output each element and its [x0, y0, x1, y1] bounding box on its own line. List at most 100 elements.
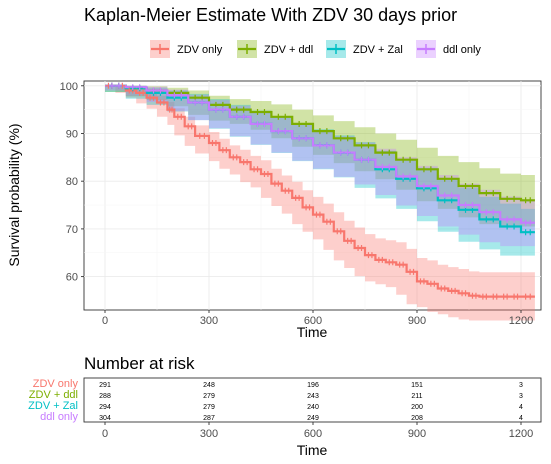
censor-mark: [150, 87, 157, 94]
confidence-band: [105, 85, 535, 256]
censor-mark: [199, 99, 206, 106]
censor-mark: [490, 209, 497, 216]
survival-curve: [105, 84, 535, 224]
censor-mark: [358, 244, 365, 251]
x-axis-title: Time: [297, 324, 328, 340]
risk-row-label: ddl only: [40, 411, 78, 423]
censor-mark: [504, 216, 511, 223]
censor-mark: [427, 166, 434, 173]
y-axis-title: Survival probability (%): [6, 123, 22, 266]
risk-count: 3: [519, 382, 523, 389]
censor-mark: [527, 219, 534, 226]
confidence-band: [105, 85, 535, 247]
censor-mark: [490, 190, 497, 197]
x-tick-label: 1200: [509, 315, 533, 327]
censor-mark: [261, 109, 268, 116]
censor-mark: [115, 82, 122, 89]
x-tick-label: 0: [102, 315, 108, 327]
censor-mark: [337, 149, 344, 156]
censor-mark: [358, 142, 365, 149]
censor-mark: [407, 173, 414, 180]
censor-mark: [296, 194, 303, 201]
risk-count: 4: [519, 415, 523, 422]
censor-mark: [323, 128, 330, 135]
legend-label: ZDV + ddl: [264, 44, 313, 56]
risk-x-tick-label: 900: [408, 428, 426, 440]
risk-count: 279: [203, 393, 215, 400]
censor-mark: [469, 182, 476, 189]
censor-mark: [400, 173, 407, 180]
censor-mark: [303, 135, 310, 142]
legend-label: ddl only: [443, 44, 481, 56]
censor-mark: [368, 252, 375, 259]
censor-mark: [420, 182, 427, 189]
y-tick-label: 100: [60, 81, 78, 93]
censor-mark: [527, 293, 534, 300]
x-axis: 0 300 600 900 1200: [102, 310, 533, 327]
risk-table: ZDV only 291 248 196 151 3 ZDV + ddl 288 279 243 2…: [28, 378, 523, 423]
censor-mark: [323, 142, 330, 149]
censor-mark: [240, 113, 247, 120]
censor-mark: [296, 120, 303, 127]
censor-mark: [511, 216, 518, 223]
censor-mark: [275, 180, 282, 187]
censor-mark: [504, 195, 511, 202]
risk-row-label: ZDV + Zal: [28, 400, 78, 412]
censor-mark: [275, 113, 282, 120]
survival-curve: [105, 84, 535, 202]
censor-mark: [254, 166, 261, 173]
censor-mark: [469, 202, 476, 209]
risk-x-tick-label: 300: [200, 428, 218, 440]
censor-mark: [212, 140, 219, 147]
censor-mark: [233, 154, 240, 161]
risk-x-axis-title: Time: [297, 442, 328, 458]
risk-count: 208: [411, 415, 423, 422]
censor-mark: [261, 120, 268, 127]
censor-mark: [244, 159, 251, 166]
censor-mark: [448, 192, 455, 199]
censor-mark: [400, 156, 407, 163]
risk-x-axis: 0 300 600 900 1200: [102, 422, 533, 440]
risk-count: 249: [307, 415, 319, 422]
chart-title: Kaplan-Meier Estimate With ZDV 30 days p…: [84, 5, 457, 25]
y-tick-label: 80: [66, 176, 78, 188]
censor-mark: [379, 256, 386, 263]
censor-mark: [171, 92, 178, 99]
censor-mark: [178, 92, 185, 99]
plot-panel: [83, 80, 542, 311]
censor-mark: [201, 132, 208, 139]
censor-mark: [157, 87, 164, 94]
censor-mark: [178, 113, 185, 120]
legend: ZDV only ZDV + ddl ZDV + Zal ddl only: [150, 40, 481, 58]
censor-mark: [285, 187, 292, 194]
censor-mark: [462, 290, 469, 297]
censor-mark: [365, 142, 372, 149]
censor-mark: [448, 175, 455, 182]
censor-mark: [379, 149, 386, 156]
censor-mark: [504, 223, 511, 230]
censor-mark: [452, 287, 459, 294]
censor-mark: [303, 120, 310, 127]
censor-mark: [254, 109, 261, 116]
censor-mark: [275, 128, 282, 135]
censor-mark: [407, 156, 414, 163]
risk-count: 151: [411, 382, 423, 389]
risk-x-tick-label: 600: [304, 428, 322, 440]
censor-mark: [420, 278, 427, 285]
risk-count: 294: [99, 404, 111, 411]
risk-count: 279: [203, 404, 215, 411]
censor-mark: [160, 99, 167, 106]
risk-count: 304: [99, 415, 111, 422]
censor-mark: [527, 197, 534, 204]
risk-x-tick-label: 0: [102, 428, 108, 440]
censor-mark: [344, 135, 351, 142]
confidence-band: [105, 85, 535, 227]
x-tick-label: 300: [200, 315, 218, 327]
censor-mark: [386, 163, 393, 170]
y-tick-label: 70: [66, 224, 78, 236]
censor-mark: [420, 166, 427, 173]
censor-mark: [386, 149, 393, 156]
censor-mark: [337, 135, 344, 142]
censor-mark: [379, 163, 386, 170]
